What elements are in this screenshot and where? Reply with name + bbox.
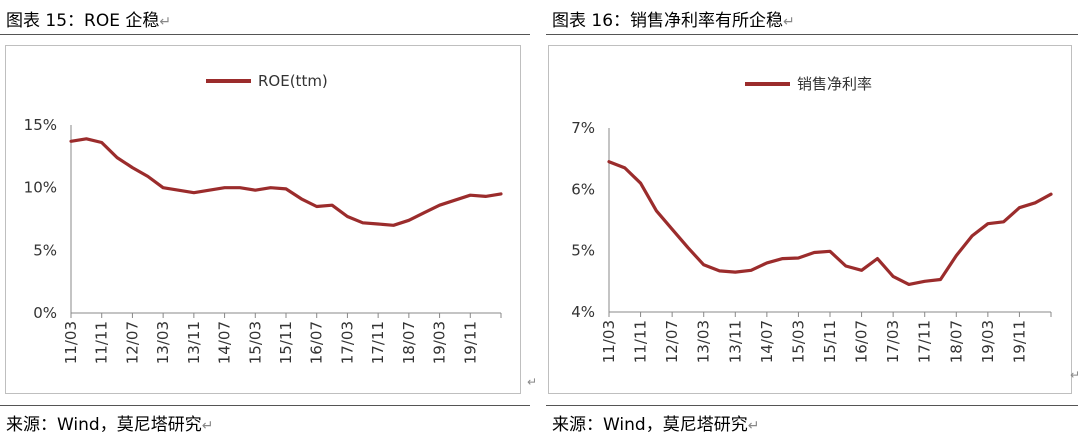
bottom-rule xyxy=(546,405,1078,406)
roe-chart: 15% 10% 5% 0% 11/03 11/11 12/07 13/03 13/11 14/07… xyxy=(5,45,521,394)
return-mark-icon: ↵ xyxy=(201,418,214,434)
net-margin-chart: 7% 6% 5% 4% 11/03 11/11 12/07 13/03 13/11 14/07 15… xyxy=(548,45,1072,394)
x-tick-label: 13/03 xyxy=(154,321,172,364)
series-line xyxy=(607,160,1053,286)
x-tick-label: 13/11 xyxy=(185,321,203,364)
x-tick-label: 15/03 xyxy=(789,320,807,363)
x-tick-label: 18/07 xyxy=(947,320,965,363)
x-tick-label: 14/07 xyxy=(216,321,234,364)
return-mark-icon: ↵ xyxy=(159,14,172,30)
x-tick-label: 15/11 xyxy=(277,321,295,364)
y-tick-label: 5% xyxy=(571,242,595,260)
net-margin-chart-svg: 7% 6% 5% 4% 11/03 11/11 12/07 13/03 13/11 14/07 15… xyxy=(571,75,1053,363)
x-tick-label: 12/07 xyxy=(663,320,681,363)
y-tick-label: 0% xyxy=(33,304,57,322)
x-tick-label: 17/11 xyxy=(369,321,387,364)
figure-title: 图表 16：销售净利率有所企稳↵ xyxy=(552,6,795,31)
x-tick-label: 16/07 xyxy=(308,321,326,364)
x-tick-label: 11/11 xyxy=(93,321,111,364)
x-tick-label: 17/03 xyxy=(338,321,356,364)
return-mark-icon: ↵ xyxy=(747,418,760,434)
top-rule xyxy=(546,34,1078,35)
return-mark-icon: ↵ xyxy=(783,14,795,30)
x-tick-label: 13/03 xyxy=(695,320,713,363)
anchor-icon: ↵ xyxy=(1070,368,1080,382)
x-tick-label: 19/11 xyxy=(461,321,479,364)
series-line xyxy=(69,137,503,227)
legend-label: ROE(ttm) xyxy=(258,72,328,90)
x-tick-label: 12/07 xyxy=(123,321,141,364)
y-tick-label: 4% xyxy=(571,303,595,321)
roe-figure: 图表 15：ROE 企稳↵ 15% 10% 5% 0% 11/03 11/11 12/07 1… xyxy=(0,0,537,438)
x-tick-label: 16/07 xyxy=(853,320,871,363)
y-tick-label: 5% xyxy=(33,241,57,259)
top-rule xyxy=(0,34,530,35)
x-tick-label: 13/11 xyxy=(726,320,744,363)
x-tick-label: 19/03 xyxy=(979,320,997,363)
y-tick-label: 7% xyxy=(571,119,595,137)
x-tick-label: 11/03 xyxy=(62,321,80,364)
figure-title: 图表 15：ROE 企稳↵ xyxy=(6,6,171,31)
net-margin-figure: 图表 16：销售净利率有所企稳↵ 7% 6% 5% 4% 11/03 11/11 12/07… xyxy=(546,0,1080,438)
x-tick-label: 15/11 xyxy=(821,320,839,363)
source-text: 来源：Wind，莫尼塔研究 xyxy=(552,415,748,435)
x-tick-label: 15/03 xyxy=(246,321,264,364)
x-tick-label: 19/03 xyxy=(431,321,449,364)
figure-title-text: 图表 16：销售净利率有所企稳 xyxy=(552,11,784,31)
bottom-rule xyxy=(0,405,530,406)
y-tick-label: 6% xyxy=(571,180,595,198)
x-tick-label: 17/11 xyxy=(916,320,934,363)
anchor-icon: ↵ xyxy=(527,375,538,389)
x-tick-label: 11/03 xyxy=(600,320,618,363)
x-tick-label: 18/07 xyxy=(400,321,418,364)
x-tick-label: 11/11 xyxy=(632,320,650,363)
source-text: 来源：Wind，莫尼塔研究 xyxy=(6,415,202,435)
x-tick-label: 14/07 xyxy=(758,320,776,363)
x-tick-label: 17/03 xyxy=(884,320,902,363)
roe-chart-svg: 15% 10% 5% 0% 11/03 11/11 12/07 13/03 13/11 14/07… xyxy=(24,72,503,364)
source-note: 来源：Wind，莫尼塔研究↵ xyxy=(552,410,759,435)
figure-title-text: 图表 15：ROE 企稳 xyxy=(6,11,160,31)
y-tick-label: 15% xyxy=(24,116,57,134)
legend-label: 销售净利率 xyxy=(797,75,872,93)
source-note: 来源：Wind，莫尼塔研究↵ xyxy=(6,410,213,435)
y-tick-label: 10% xyxy=(24,179,57,197)
x-tick-label: 19/11 xyxy=(1010,320,1028,363)
